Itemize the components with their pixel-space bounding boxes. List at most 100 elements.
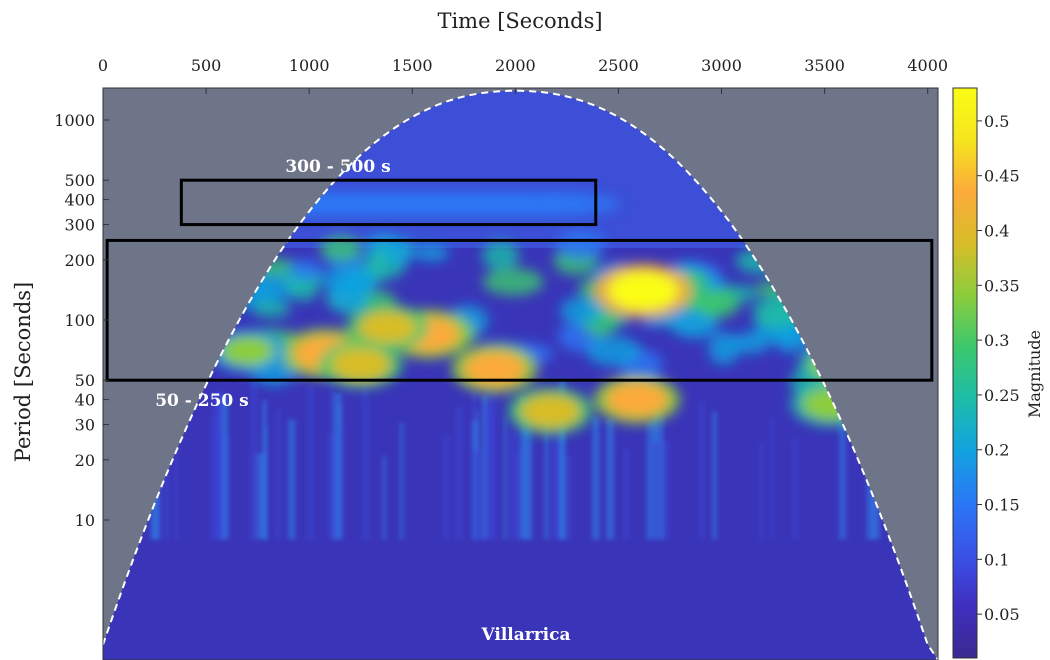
x-tick-label: 1500 (392, 56, 433, 75)
hotspot (330, 347, 391, 382)
y-tick-label: 100 (64, 311, 95, 330)
stripe-mark (759, 443, 765, 540)
colorbar-tick-label: 0.2 (984, 441, 1009, 460)
colorbar-label: Magnitude (1025, 330, 1044, 418)
hotspot (520, 394, 581, 428)
stripe-mark (792, 439, 798, 540)
stripe-mark (275, 409, 281, 540)
stripe-mark (249, 455, 254, 540)
stripe-mark (221, 395, 229, 540)
y-tick-label: 400 (64, 191, 95, 210)
stripe-mark (255, 453, 266, 540)
stripe-mark (606, 418, 615, 540)
stripe-mark (174, 386, 179, 540)
x-tick-label: 0 (98, 56, 108, 75)
texture-blob (482, 268, 544, 296)
stripe-mark (307, 386, 314, 540)
annotation-group: 300 - 500 s 50 - 250 s (105, 157, 934, 411)
stripe-mark (594, 418, 600, 540)
texture-blob (670, 310, 719, 339)
stripe-mark (769, 417, 774, 540)
stripe-mark (215, 395, 225, 540)
stripe-mark (591, 415, 596, 540)
stripe-mark (443, 434, 450, 540)
stripe-mark (551, 429, 558, 540)
stripe-mark (509, 432, 515, 540)
x-tick-label: 1000 (289, 56, 330, 75)
stripe-mark (481, 395, 488, 540)
stripe-mark (262, 400, 267, 540)
annotation-label: 50 - 250 s (155, 391, 249, 411)
hotspot (220, 335, 275, 367)
stripe-mark (455, 407, 463, 540)
texture-blob (729, 332, 770, 354)
stripe-mark (646, 419, 655, 540)
band-blob (500, 192, 621, 217)
hotspot (606, 382, 668, 417)
stripe-mark (523, 415, 533, 540)
texture-blob (560, 296, 604, 325)
annotation-box (105, 238, 934, 382)
colorbar-ticks: 0.05 0.1 0.15 0.2 0.25 0.3 0.35 0.4 0.45 0.5 (977, 112, 1020, 624)
x-tick-label: 3500 (804, 56, 845, 75)
colorbar-tick-label: 0.1 (984, 550, 1009, 569)
stripe-mark (361, 385, 370, 540)
stripe-mark (651, 441, 660, 540)
stripe-mark (662, 441, 670, 540)
colorbar-tick-label: 0.3 (984, 331, 1009, 350)
texture-blob (482, 241, 520, 271)
annotation-label: 300 - 500 s (285, 157, 390, 177)
texture-blob (414, 244, 449, 262)
stripe-mark (338, 405, 342, 540)
hotspot (358, 310, 417, 344)
stripe-mark (330, 382, 334, 540)
colorbar-tick-label: 0.45 (984, 167, 1020, 186)
colorbar-tick-label: 0.35 (984, 276, 1020, 295)
x-tick-label: 2500 (598, 56, 639, 75)
y-axis-label: Period [Seconds] (11, 282, 35, 462)
plot-frame (102, 87, 939, 660)
stripe-mark (838, 382, 845, 540)
texture-blob (385, 239, 414, 265)
y-tick-label: 40 (75, 391, 95, 410)
stripe-mark (513, 406, 518, 540)
colorbar-tick-label: 0.15 (984, 496, 1020, 515)
stripe-mark (163, 422, 169, 540)
stripe-mark (399, 423, 404, 540)
y-tick-label: 1000 (54, 111, 95, 130)
stripe-mark (287, 419, 296, 540)
y-tick-label: 50 (75, 371, 95, 390)
colorbar-tick-label: 0.05 (984, 605, 1020, 624)
colorbar-tick-label: 0.4 (984, 222, 1009, 241)
y-tick-label: 300 (64, 216, 95, 235)
stripe-mark (566, 456, 572, 540)
colorbar-tick-label: 0.5 (984, 112, 1009, 131)
stripe-mark (712, 411, 717, 540)
x-axis-label: Time [Seconds] (437, 9, 602, 33)
x-tick-label: 500 (191, 56, 222, 75)
stripe-mark (699, 401, 705, 540)
hotspot (608, 271, 678, 311)
texture-blob (252, 300, 291, 318)
colorbar: 0.05 0.1 0.15 0.2 0.25 0.3 0.35 0.4 0.45 0.5 Magn… (952, 87, 1044, 659)
x-tick-label: 4000 (907, 56, 948, 75)
y-tick-label: 10 (75, 511, 95, 530)
plot-area (103, 88, 938, 660)
stripe-mark (251, 380, 258, 540)
caption-label: Villarrica (480, 625, 570, 645)
y-tick-label: 200 (64, 251, 95, 270)
texture-blob (287, 259, 323, 281)
texture-blob (556, 229, 606, 260)
x-tick-label: 2000 (495, 56, 536, 75)
y-tick-label: 500 (64, 171, 95, 190)
stripe-mark (558, 380, 566, 540)
annotation-box (179, 178, 598, 227)
stripe-mark (623, 449, 630, 540)
stripe-mark (516, 453, 522, 540)
texture-blob (321, 265, 378, 293)
x-axis: 0 500 1000 1500 2000 2500 3000 3500 4000 (98, 56, 948, 94)
stripe-mark (544, 417, 549, 540)
colorbar-gradient (952, 87, 978, 659)
